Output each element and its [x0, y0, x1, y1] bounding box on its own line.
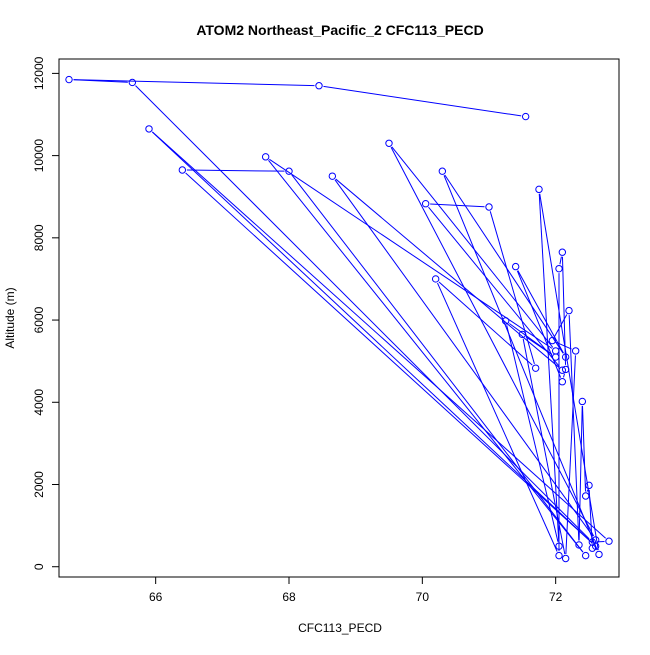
x-tick-label: 68: [282, 590, 296, 604]
y-axis-label: Altitude (m): [3, 287, 17, 348]
y-tick-label: 2000: [32, 471, 46, 498]
y-tick-label: 10000: [32, 139, 46, 173]
y-tick-label: 12000: [32, 56, 46, 90]
x-tick-label: 70: [416, 590, 430, 604]
y-tick-label: 0: [32, 563, 46, 570]
x-tick-label: 66: [149, 590, 163, 604]
y-tick-label: 8000: [32, 224, 46, 251]
x-tick-label: 72: [549, 590, 563, 604]
y-tick-label: 4000: [32, 389, 46, 416]
chart-title: ATOM2 Northeast_Pacific_2 CFC113_PECD: [196, 22, 483, 38]
series-segment: [587, 490, 588, 492]
y-tick-label: 6000: [32, 306, 46, 333]
x-axis-label: CFC113_PECD: [298, 621, 382, 635]
